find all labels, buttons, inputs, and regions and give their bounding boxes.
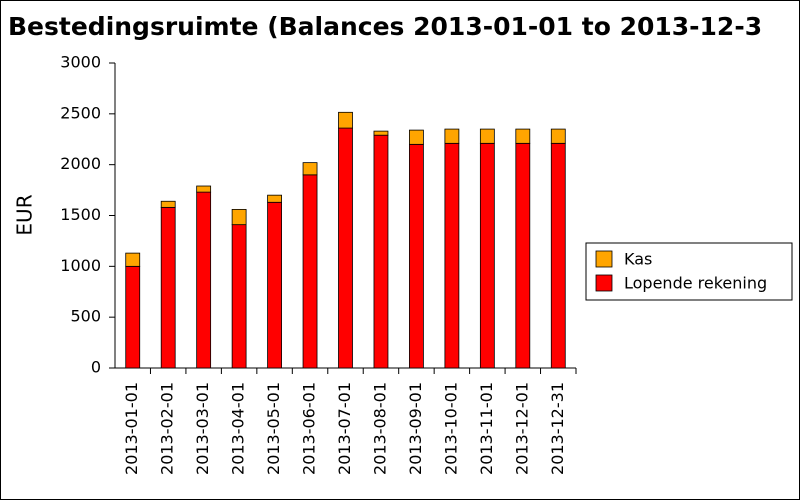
legend-label: Lopende rekening — [624, 274, 767, 293]
bar-segment — [196, 191, 212, 369]
y-tick-label: 1500 — [60, 205, 101, 224]
x-tick-label: 2013-08-01 — [370, 382, 389, 475]
y-tick-label: 500 — [70, 307, 101, 326]
chart-title: Bestedingsruimte (Balances 2013-01-01 to… — [8, 12, 762, 41]
bar-segment — [160, 206, 176, 369]
bar-segment — [373, 130, 389, 136]
bar-segment — [302, 174, 318, 369]
x-tick-label: 2013-01-01 — [122, 382, 141, 475]
y-tick-label: 2000 — [60, 154, 101, 173]
bar-segment — [515, 128, 531, 144]
bar-segment — [196, 185, 212, 193]
bar-segment — [267, 201, 282, 369]
legend-swatch — [595, 274, 613, 292]
bar-segment — [479, 128, 495, 144]
bar-segment — [160, 200, 176, 208]
y-axis-label: EUR — [13, 194, 37, 235]
x-tick-label: 2013-04-01 — [229, 382, 248, 475]
bar-segment — [550, 142, 566, 369]
bar-segment — [479, 142, 495, 369]
legend-box — [585, 242, 793, 301]
x-tick-label: 2013-12-01 — [512, 382, 531, 475]
bar-segment — [409, 143, 424, 369]
x-tick-label: 2013-12-31 — [548, 382, 567, 475]
bar-segment — [267, 194, 282, 203]
x-tick-label: 2013-03-01 — [193, 382, 212, 475]
bar-segment — [125, 252, 141, 267]
x-tick-label: 2013-10-01 — [441, 382, 460, 475]
y-tick-label: 3000 — [60, 53, 101, 72]
x-tick-label: 2013-11-01 — [477, 382, 496, 475]
bar-segment — [550, 128, 566, 144]
legend-label: Kas — [624, 250, 652, 269]
y-tick-label: 2500 — [60, 103, 101, 122]
y-tick-label: 1000 — [60, 256, 101, 275]
legend-swatch — [595, 250, 613, 268]
bar-segment — [302, 162, 318, 176]
bar-segment — [231, 224, 247, 369]
bar-segment — [515, 142, 531, 369]
x-tick-label: 2013-06-01 — [300, 382, 319, 475]
x-tick-label: 2013-07-01 — [335, 382, 354, 475]
bar-segment — [444, 128, 460, 144]
x-tick-label: 2013-09-01 — [406, 382, 425, 475]
bar-segment — [338, 127, 353, 369]
x-tick-label: 2013-02-01 — [158, 382, 177, 475]
y-tick-label: 0 — [91, 358, 101, 377]
bar-segment — [338, 111, 353, 129]
bar-segment — [373, 134, 389, 369]
bar-segment — [231, 208, 247, 226]
bar-segment — [409, 129, 424, 145]
bar-segment — [444, 142, 460, 369]
x-tick-label: 2013-05-01 — [264, 382, 283, 475]
bar-segment — [125, 265, 141, 369]
